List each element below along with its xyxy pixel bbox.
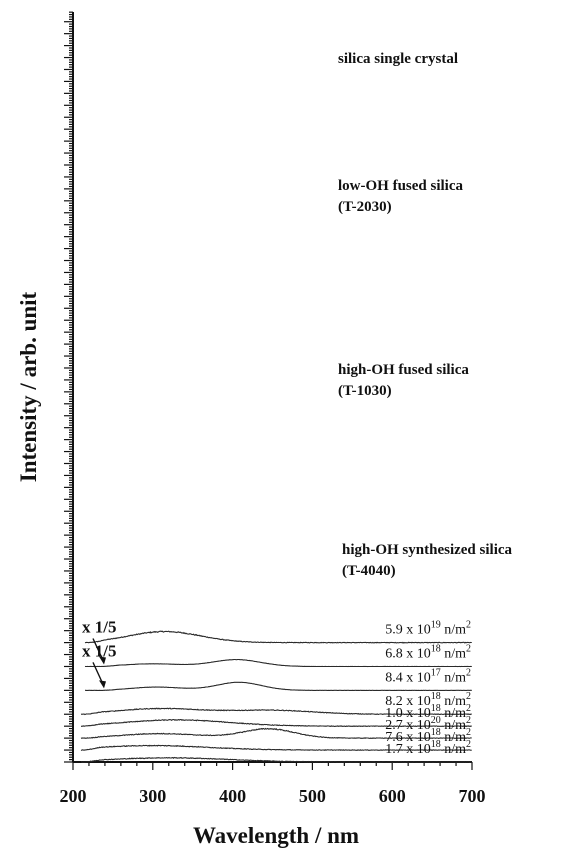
scale-note: x 1/5 <box>82 617 116 636</box>
y-axis-label: Intensity / arb. unit <box>16 291 41 482</box>
group-subtitle: (T-2030) <box>338 199 392 215</box>
fluence-label: 6.8 x 1018 n/m2 <box>385 643 471 661</box>
spectrum-line <box>84 658 472 668</box>
spectra-curves <box>80 630 472 763</box>
scale-note: x 1/5 <box>82 641 116 660</box>
x-tick-label: 500 <box>299 786 326 806</box>
fluence-label: 5.9 x 1019 n/m2 <box>385 620 471 638</box>
scale-arrowhead <box>99 680 106 689</box>
group-subtitle: (T-4040) <box>342 563 396 579</box>
x-tick-label: 700 <box>459 786 486 806</box>
x-tick-label: 300 <box>139 786 166 806</box>
group-title: low-OH fused silica <box>338 178 464 194</box>
x-tick-label: 400 <box>219 786 246 806</box>
group-subtitle: (T-1030) <box>338 383 392 399</box>
fluence-label: 7.6 x 1018 n/m2 <box>385 727 471 745</box>
spectrum-line <box>80 744 472 751</box>
spectrum-line <box>85 681 472 691</box>
axes: 200 300 400 500 600 700 <box>60 11 486 806</box>
fluence-label: 2.7 x 1020 n/m2 <box>385 715 471 733</box>
fluence-label: 8.2 x 1018 n/m2 <box>385 691 471 709</box>
x-tick-label: 600 <box>379 786 406 806</box>
x-tick-label: 200 <box>60 786 87 806</box>
fluence-label: 1.7 x 1018 n/m2 <box>385 739 471 757</box>
annotations: 5.9 x 1019 n/m2 6.8 x 1018 n/m2 x 1/5 8.4 x… <box>82 51 513 757</box>
spectrum-line <box>80 756 472 763</box>
group-title: silica single crystal <box>338 51 458 67</box>
group-title: high-OH fused silica <box>338 362 469 378</box>
spectrum-line <box>84 630 472 644</box>
group-title: high-OH synthesized silica <box>342 542 513 558</box>
x-axis-label: Wavelength / nm <box>193 823 359 848</box>
scale-arrowhead <box>99 656 106 665</box>
fluence-label: 1.0 x 1018 n/m2 <box>385 703 471 721</box>
spectrum-line <box>80 707 472 716</box>
spectrum-line <box>80 727 472 740</box>
spectrum-line <box>81 718 472 728</box>
fluence-label: 8.4 x 1017 n/m2 <box>385 667 471 685</box>
